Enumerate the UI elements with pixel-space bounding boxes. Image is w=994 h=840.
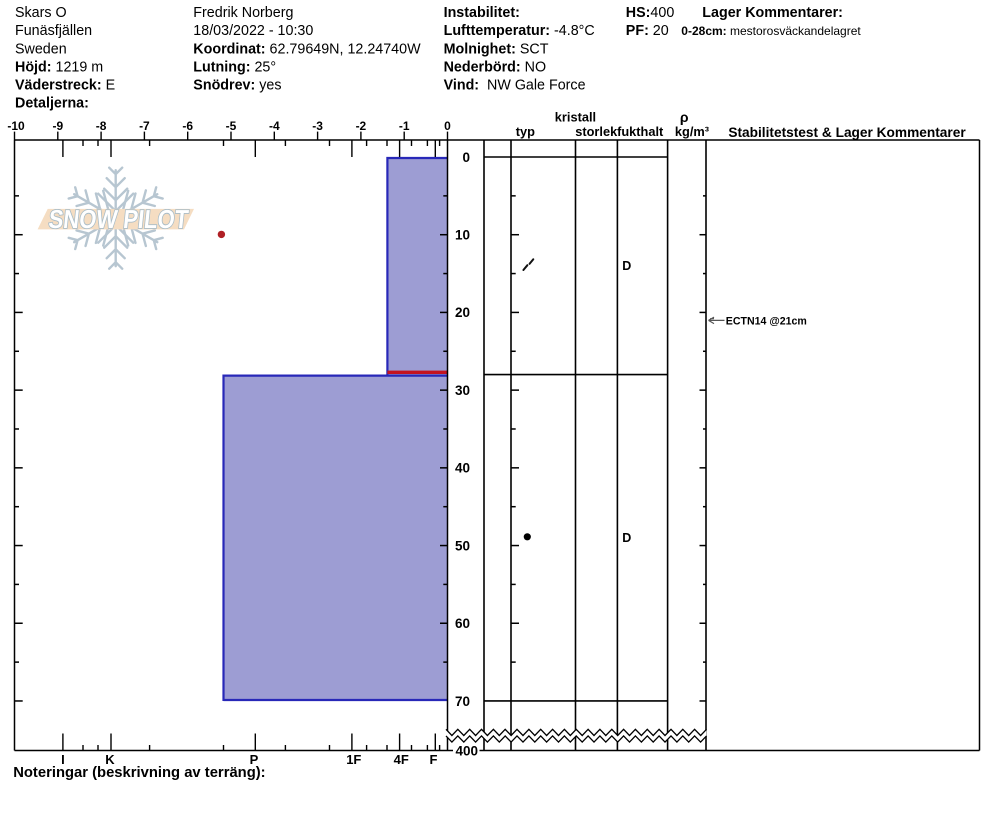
svg-text:Lutning: 25°: Lutning: 25° bbox=[193, 59, 276, 75]
svg-text:ρ: ρ bbox=[680, 109, 689, 125]
svg-text:Koordinat: 62.79649N, 12.24740: Koordinat: 62.79649N, 12.24740W bbox=[193, 41, 421, 57]
svg-text:0-28cm: mestorosväckandelagret: 0-28cm: mestorosväckandelagret bbox=[681, 24, 861, 38]
svg-text:50: 50 bbox=[455, 538, 470, 553]
svg-text:60: 60 bbox=[455, 616, 470, 631]
svg-text:Noteringar (beskrivning av ter: Noteringar (beskrivning av terräng): bbox=[13, 765, 265, 781]
svg-text:Sweden: Sweden bbox=[15, 41, 67, 57]
svg-text:Lufttemperatur: -4.8°C: Lufttemperatur: -4.8°C bbox=[444, 23, 595, 39]
svg-text:HS:400: HS:400 bbox=[626, 5, 675, 21]
svg-text:Väderstreck: E: Väderstreck: E bbox=[15, 78, 115, 94]
svg-text:70: 70 bbox=[455, 694, 470, 709]
svg-text:kg/m³: kg/m³ bbox=[675, 124, 709, 139]
svg-text:-6: -6 bbox=[182, 119, 193, 133]
svg-text:typ: typ bbox=[516, 124, 535, 139]
svg-text:-5: -5 bbox=[226, 119, 237, 133]
svg-text:-7: -7 bbox=[139, 119, 150, 133]
svg-text:Funäsfjällen: Funäsfjällen bbox=[15, 23, 92, 39]
svg-text:400: 400 bbox=[455, 744, 478, 759]
svg-text:-3: -3 bbox=[312, 119, 323, 133]
svg-text:-9: -9 bbox=[52, 119, 63, 133]
svg-text:Lager Kommentarer:: Lager Kommentarer: bbox=[702, 5, 843, 21]
svg-text:Stabilitetstest & Lager Kommen: Stabilitetstest & Lager Kommentarer bbox=[728, 125, 966, 140]
svg-text:PF: 20: PF: 20 bbox=[626, 23, 669, 39]
svg-text:ECTN14 @21cm: ECTN14 @21cm bbox=[726, 316, 807, 328]
svg-text:K: K bbox=[105, 752, 115, 767]
svg-text:Instabilitet:: Instabilitet: bbox=[444, 5, 520, 21]
svg-text:30: 30 bbox=[455, 383, 470, 398]
svg-text:Skars O: Skars O bbox=[15, 5, 67, 21]
svg-text:40: 40 bbox=[455, 461, 470, 476]
svg-text:-1: -1 bbox=[399, 119, 410, 133]
svg-text:1F: 1F bbox=[346, 752, 361, 767]
svg-text:D: D bbox=[622, 259, 631, 273]
svg-text:Nederbörd: NO: Nederbörd: NO bbox=[444, 59, 546, 75]
svg-text:SNOW PILOT: SNOW PILOT bbox=[47, 204, 190, 234]
svg-text:fukthalt: fukthalt bbox=[617, 124, 664, 139]
svg-text:I: I bbox=[61, 752, 65, 767]
svg-text:Vind: NW Gale Force: Vind: NW Gale Force bbox=[444, 78, 586, 94]
svg-text:0: 0 bbox=[462, 150, 470, 165]
svg-text:Höjd: 1219 m: Höjd: 1219 m bbox=[15, 59, 103, 75]
svg-text:Detaljerna:: Detaljerna: bbox=[15, 96, 89, 112]
svg-text:Fredrik Norberg: Fredrik Norberg bbox=[193, 5, 293, 21]
svg-text:4F: 4F bbox=[394, 752, 409, 767]
svg-text:-8: -8 bbox=[96, 119, 107, 133]
svg-text:18/03/2022 - 10:30: 18/03/2022 - 10:30 bbox=[193, 23, 313, 39]
svg-text:F: F bbox=[430, 752, 438, 767]
svg-text:10: 10 bbox=[455, 228, 470, 243]
svg-text:kristall: kristall bbox=[555, 110, 596, 125]
svg-text:0: 0 bbox=[444, 119, 451, 133]
svg-text:-2: -2 bbox=[356, 119, 367, 133]
svg-text:-10: -10 bbox=[7, 119, 25, 133]
svg-text:D: D bbox=[622, 531, 631, 545]
svg-text:P: P bbox=[250, 752, 259, 767]
svg-text:storlek: storlek bbox=[575, 124, 618, 139]
svg-text:Snödrev: yes: Snödrev: yes bbox=[193, 78, 281, 94]
svg-text:20: 20 bbox=[455, 305, 470, 320]
svg-text:Molnighet: SCT: Molnighet: SCT bbox=[444, 41, 549, 57]
svg-text:-4: -4 bbox=[269, 119, 280, 133]
